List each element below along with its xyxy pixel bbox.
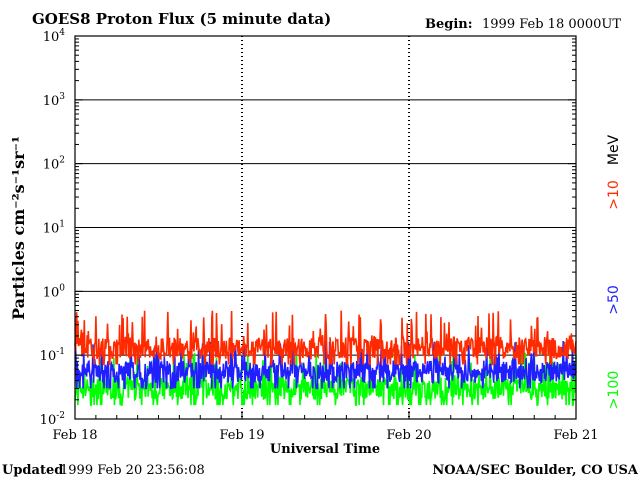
x-tick-label: Feb 18 bbox=[53, 428, 98, 443]
credit: NOAA/SEC Boulder, CO USA bbox=[432, 463, 639, 478]
x-tick-label: Feb 19 bbox=[220, 428, 265, 443]
legend-unit: MeV bbox=[606, 134, 622, 165]
y-tick-label: 10-1 bbox=[40, 347, 65, 364]
y-tick-label: 101 bbox=[43, 220, 65, 237]
series-layer bbox=[74, 310, 577, 406]
series-line bbox=[74, 310, 577, 366]
updated-label: Updated bbox=[2, 463, 63, 478]
y-tick-label: 102 bbox=[43, 156, 65, 173]
y-tick-label: 100 bbox=[43, 283, 66, 300]
legend-entry: >10 bbox=[606, 180, 622, 210]
x-tick-label: Feb 20 bbox=[387, 428, 432, 443]
y-tick-label: 103 bbox=[43, 92, 66, 109]
begin-value: 1999 Feb 18 0000UT bbox=[482, 17, 621, 32]
legend-entry: >50 bbox=[606, 285, 622, 315]
y-axis-label: Particles cm⁻²s⁻¹sr⁻¹ bbox=[9, 136, 28, 320]
y-axis-ticks: 10-2 10-1 100 101 102 103 104 bbox=[40, 28, 576, 428]
legend: >10 MeV >50 >100 bbox=[606, 134, 622, 409]
y-tick-label: 10-2 bbox=[40, 411, 65, 428]
x-axis-ticks: Feb 18 Feb 19 Feb 20 Feb 21 bbox=[53, 411, 599, 443]
y-tick-label: 104 bbox=[43, 28, 66, 45]
begin-label: Begin: bbox=[425, 17, 473, 32]
x-tick-label: Feb 21 bbox=[554, 428, 599, 443]
x-axis-label: Universal Time bbox=[270, 442, 380, 457]
chart-title: GOES8 Proton Flux (5 minute data) bbox=[32, 10, 331, 28]
series-line bbox=[74, 352, 577, 406]
updated-value: 1999 Feb 20 23:56:08 bbox=[60, 463, 205, 478]
legend-entry: >100 bbox=[606, 371, 622, 409]
